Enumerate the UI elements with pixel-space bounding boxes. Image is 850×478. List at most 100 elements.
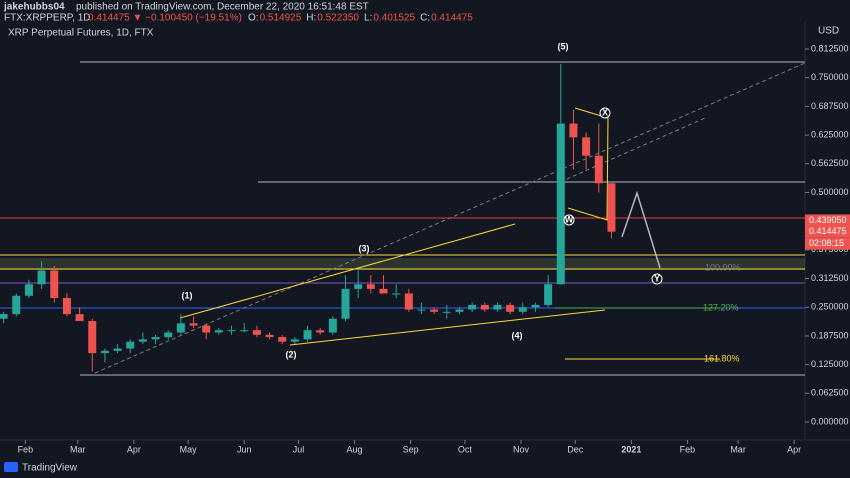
- x-tick-label: Feb: [18, 444, 34, 454]
- x-tick-label: Nov: [513, 444, 530, 454]
- x-tick-label: May: [180, 444, 198, 454]
- candle-body: [0, 314, 8, 319]
- candle-body: [506, 304, 515, 312]
- candle-body: [290, 339, 299, 342]
- fib-label: 161.80%: [704, 353, 740, 363]
- candle-body: [518, 307, 527, 312]
- projection: [621, 190, 661, 269]
- candle-body: [100, 350, 109, 354]
- candle-body: [176, 323, 185, 333]
- candle-body: [214, 330, 223, 333]
- candle-body: [138, 339, 147, 342]
- y-tick-label: 0.000000: [811, 416, 849, 426]
- wave-label: (1): [182, 290, 193, 300]
- candle-body: [607, 183, 616, 232]
- y-tick-label: 0.312500: [811, 273, 849, 283]
- candles: [0, 63, 616, 372]
- x-tick-label: Mar: [730, 444, 746, 454]
- candle-body: [556, 123, 565, 285]
- candle-body: [151, 337, 160, 340]
- y-tick-label: 0.125000: [811, 359, 849, 369]
- chart-title: XRP Perpetual Futures, 1D, FTX: [8, 28, 154, 39]
- candle-body: [303, 330, 312, 340]
- candle-body: [430, 309, 439, 312]
- candle-body: [37, 270, 46, 285]
- candle-body: [493, 304, 502, 310]
- wave-circle: [651, 273, 663, 285]
- candle-body: [316, 330, 325, 333]
- y-tick-label: 0.187500: [811, 330, 849, 340]
- x-tick-label: Apr: [787, 444, 801, 454]
- logo: [4, 462, 18, 472]
- x-tick-label: Jun: [237, 444, 252, 454]
- ohlc: O: 0.514925 H: 0.522350 L: 0.401525 C: 0.414475: [248, 13, 473, 24]
- countdown: 02:08:15: [809, 238, 844, 248]
- wave-label: (3): [359, 243, 370, 253]
- trend-line: [559, 117, 706, 183]
- ohlc-label: L:: [364, 13, 372, 24]
- candle-body: [50, 270, 59, 299]
- trend-line: [289, 309, 606, 346]
- x-tick-label: Dec: [567, 444, 584, 454]
- price-tag-label: 0.439050: [809, 215, 847, 225]
- x-tick-label: Apr: [127, 444, 141, 454]
- x-tick-label: 2021: [621, 444, 641, 454]
- zone: [0, 258, 805, 270]
- candle-body: [189, 323, 198, 326]
- y-tick-label: 0.687500: [811, 101, 849, 111]
- y-tick-label: 0.625000: [811, 129, 849, 139]
- candle-body: [468, 304, 477, 310]
- ohlc-label: O:: [248, 13, 259, 24]
- ohlc-label: H:: [306, 13, 316, 24]
- candle-body: [582, 137, 591, 156]
- y-tick-label: 0.812500: [811, 43, 849, 53]
- candle-body: [480, 304, 489, 310]
- candle-body: [265, 334, 274, 338]
- fib-label: 100.00%: [705, 262, 741, 272]
- wave-label: X: [602, 107, 608, 117]
- price-tag: [805, 214, 850, 227]
- wave-label: (4): [512, 330, 523, 340]
- candle-body: [594, 155, 603, 184]
- candle-body: [126, 341, 135, 349]
- y-tick-label: 0.500000: [811, 187, 849, 197]
- wedge: [567, 107, 609, 221]
- ohlc-value: 0.514925: [260, 13, 302, 24]
- ohlc-value: 0.414475: [431, 13, 473, 24]
- candle-body: [75, 314, 84, 322]
- trend-line: [94, 62, 806, 374]
- ohlc-value: 0.522350: [317, 13, 359, 24]
- candle-body: [227, 330, 236, 332]
- y-tick-label: 0.250000: [811, 302, 849, 312]
- candle-body: [328, 318, 337, 333]
- candle-body: [278, 337, 287, 342]
- candle-body: [442, 311, 451, 313]
- candle-body: [569, 123, 578, 138]
- change: 0.414475 ▼ −0.100450 (−19.51%): [88, 13, 242, 24]
- x-tick-label: Aug: [347, 444, 363, 454]
- footer-brand[interactable]: TradingView: [22, 463, 78, 474]
- candle-body: [455, 309, 464, 312]
- candle-body: [164, 332, 173, 338]
- author[interactable]: jakehubbs04: [3, 2, 65, 13]
- candle-body: [341, 288, 350, 319]
- candle-body: [544, 284, 553, 305]
- candle-body: [366, 284, 375, 289]
- x-tick-label: Feb: [680, 444, 696, 454]
- y-tick-label: 0.562500: [811, 158, 849, 168]
- y-tick-label: 0.750000: [811, 72, 849, 82]
- x-tick-label: Sep: [403, 444, 419, 454]
- candle-body: [531, 304, 540, 308]
- price-tag: [805, 225, 850, 238]
- trend-line: [179, 223, 516, 319]
- candle-body: [12, 295, 21, 315]
- countdown-bg: [805, 237, 850, 250]
- candle-body: [417, 309, 426, 311]
- fib-label: 127.20%: [703, 302, 739, 312]
- x-tick-label: Oct: [458, 444, 473, 454]
- candle-body: [404, 293, 413, 310]
- ohlc-value: 0.401525: [373, 13, 415, 24]
